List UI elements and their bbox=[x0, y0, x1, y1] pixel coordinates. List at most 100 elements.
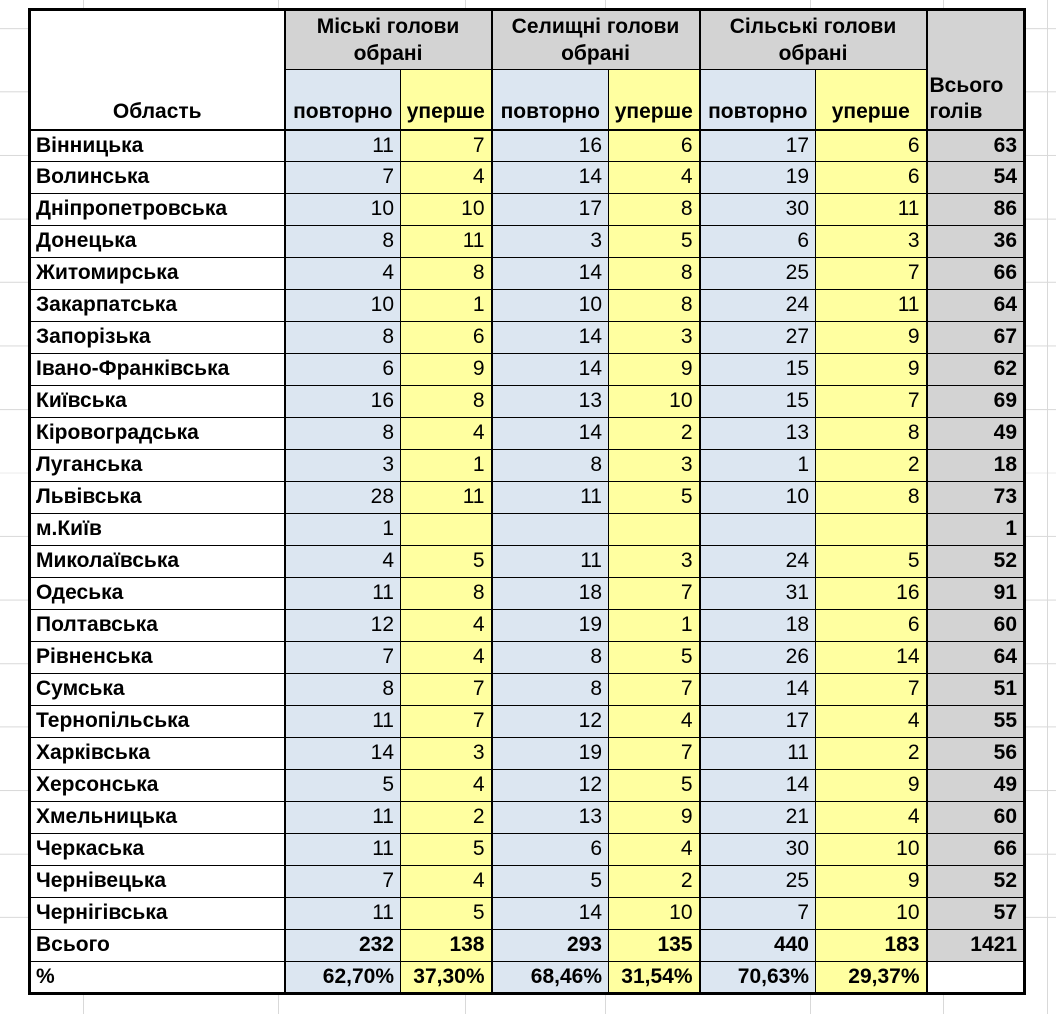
value-cell[interactable]: 1 bbox=[608, 609, 700, 642]
subheader-city-repeat[interactable]: повторно bbox=[283, 69, 401, 131]
value-cell[interactable]: 8 bbox=[815, 417, 927, 450]
value-cell[interactable]: 16 bbox=[283, 385, 401, 418]
value-cell[interactable]: 28 bbox=[283, 481, 401, 514]
value-cell[interactable]: 1 bbox=[400, 449, 492, 482]
value-cell[interactable]: 135 bbox=[608, 929, 700, 962]
value-cell[interactable]: 8 bbox=[283, 321, 401, 354]
value-cell[interactable]: 7 bbox=[400, 705, 492, 738]
value-cell[interactable]: 8 bbox=[608, 289, 700, 322]
value-cell[interactable]: 15 bbox=[698, 353, 816, 386]
value-cell[interactable]: 1 bbox=[400, 289, 492, 322]
row-total-cell[interactable]: 91 bbox=[925, 577, 1025, 610]
row-total-cell[interactable]: 62 bbox=[925, 353, 1025, 386]
value-cell[interactable]: 8 bbox=[490, 449, 609, 482]
value-cell[interactable]: 7 bbox=[283, 161, 401, 194]
value-cell[interactable]: 17 bbox=[698, 705, 816, 738]
value-cell[interactable]: 10 bbox=[698, 481, 816, 514]
value-cell[interactable]: 10 bbox=[400, 193, 492, 226]
region-name-cell[interactable]: Житомирська bbox=[29, 257, 285, 290]
value-cell[interactable]: 4 bbox=[400, 161, 492, 194]
value-cell[interactable]: 9 bbox=[815, 865, 927, 898]
value-cell[interactable]: 15 bbox=[698, 385, 816, 418]
value-cell[interactable]: 4 bbox=[608, 705, 700, 738]
value-cell[interactable]: 14 bbox=[490, 321, 609, 354]
value-cell[interactable]: 11 bbox=[490, 481, 609, 514]
value-cell[interactable]: 11 bbox=[283, 897, 401, 930]
value-cell[interactable]: 14 bbox=[698, 769, 816, 802]
region-name-cell[interactable]: Закарпатська bbox=[29, 289, 285, 322]
region-name-cell[interactable]: Донецька bbox=[29, 225, 285, 258]
region-name-cell[interactable]: Хмельницька bbox=[29, 801, 285, 834]
value-cell[interactable]: 4 bbox=[815, 705, 927, 738]
value-cell[interactable]: 3 bbox=[283, 449, 401, 482]
value-cell[interactable] bbox=[490, 513, 609, 546]
row-total-cell[interactable]: 55 bbox=[925, 705, 1025, 738]
value-cell[interactable]: 68,46% bbox=[490, 961, 609, 994]
value-cell[interactable]: 62,70% bbox=[283, 961, 401, 994]
value-cell[interactable]: 5 bbox=[608, 481, 700, 514]
value-cell[interactable]: 11 bbox=[490, 545, 609, 578]
value-cell[interactable]: 19 bbox=[698, 161, 816, 194]
value-cell[interactable]: 11 bbox=[283, 833, 401, 866]
region-name-cell[interactable]: Чернівецька bbox=[29, 865, 285, 898]
value-cell[interactable]: 2 bbox=[815, 737, 927, 770]
value-cell[interactable]: 4 bbox=[400, 609, 492, 642]
row-total-cell[interactable]: 66 bbox=[925, 257, 1025, 290]
group-header-village[interactable]: Сільські голови обрані bbox=[698, 9, 927, 70]
value-cell[interactable]: 13 bbox=[490, 801, 609, 834]
value-cell[interactable]: 5 bbox=[400, 833, 492, 866]
value-cell[interactable]: 27 bbox=[698, 321, 816, 354]
value-cell[interactable]: 11 bbox=[400, 225, 492, 258]
region-name-cell[interactable]: Сумська bbox=[29, 673, 285, 706]
value-cell[interactable]: 10 bbox=[608, 385, 700, 418]
value-cell[interactable]: 232 bbox=[283, 929, 401, 962]
value-cell[interactable]: 9 bbox=[815, 769, 927, 802]
value-cell[interactable]: 31 bbox=[698, 577, 816, 610]
value-cell[interactable]: 9 bbox=[400, 353, 492, 386]
value-cell[interactable]: 8 bbox=[283, 225, 401, 258]
region-name-cell[interactable]: Запорізька bbox=[29, 321, 285, 354]
value-cell[interactable]: 9 bbox=[608, 801, 700, 834]
region-name-cell[interactable]: Київська bbox=[29, 385, 285, 418]
row-total-cell[interactable]: 52 bbox=[925, 545, 1025, 578]
value-cell[interactable]: 8 bbox=[400, 257, 492, 290]
value-cell[interactable]: 2 bbox=[608, 417, 700, 450]
value-cell[interactable]: 10 bbox=[283, 289, 401, 322]
row-total-cell[interactable]: 36 bbox=[925, 225, 1025, 258]
value-cell[interactable]: 29,37% bbox=[815, 961, 927, 994]
value-cell[interactable]: 8 bbox=[815, 481, 927, 514]
region-name-cell[interactable]: Івано-Франківська bbox=[29, 353, 285, 386]
group-header-city[interactable]: Міські голови обрані bbox=[283, 9, 492, 70]
value-cell[interactable]: 13 bbox=[490, 385, 609, 418]
value-cell[interactable]: 138 bbox=[400, 929, 492, 962]
value-cell[interactable]: 9 bbox=[815, 353, 927, 386]
subheader-settlement-repeat[interactable]: повторно bbox=[490, 69, 609, 131]
subheader-village-repeat[interactable]: повторно bbox=[698, 69, 816, 131]
value-cell[interactable]: 5 bbox=[815, 545, 927, 578]
value-cell[interactable]: 8 bbox=[283, 673, 401, 706]
value-cell[interactable]: 11 bbox=[400, 481, 492, 514]
value-cell[interactable]: 440 bbox=[698, 929, 816, 962]
value-cell[interactable]: 7 bbox=[283, 641, 401, 674]
region-name-cell[interactable]: Миколаївська bbox=[29, 545, 285, 578]
row-total-cell[interactable]: 57 bbox=[925, 897, 1025, 930]
value-cell[interactable]: 4 bbox=[400, 769, 492, 802]
value-cell[interactable]: 6 bbox=[608, 129, 700, 162]
value-cell[interactable] bbox=[608, 513, 700, 546]
value-cell[interactable]: 24 bbox=[698, 289, 816, 322]
row-total-cell[interactable]: 1 bbox=[925, 513, 1025, 546]
value-cell[interactable]: 11 bbox=[815, 289, 927, 322]
row-total-cell[interactable]: 52 bbox=[925, 865, 1025, 898]
value-cell[interactable]: 1 bbox=[698, 449, 816, 482]
row-total-cell[interactable]: 64 bbox=[925, 641, 1025, 674]
value-cell[interactable]: 6 bbox=[490, 833, 609, 866]
group-header-settlement[interactable]: Селищні голови обрані bbox=[490, 9, 700, 70]
value-cell[interactable]: 70,63% bbox=[698, 961, 816, 994]
value-cell[interactable]: 3 bbox=[608, 321, 700, 354]
corner-header-cell[interactable]: Область bbox=[29, 9, 285, 131]
value-cell[interactable]: 14 bbox=[490, 257, 609, 290]
percent-label-cell[interactable]: % bbox=[29, 961, 285, 994]
region-name-cell[interactable]: Харківська bbox=[29, 737, 285, 770]
value-cell[interactable]: 2 bbox=[400, 801, 492, 834]
region-name-cell[interactable]: Луганська bbox=[29, 449, 285, 482]
